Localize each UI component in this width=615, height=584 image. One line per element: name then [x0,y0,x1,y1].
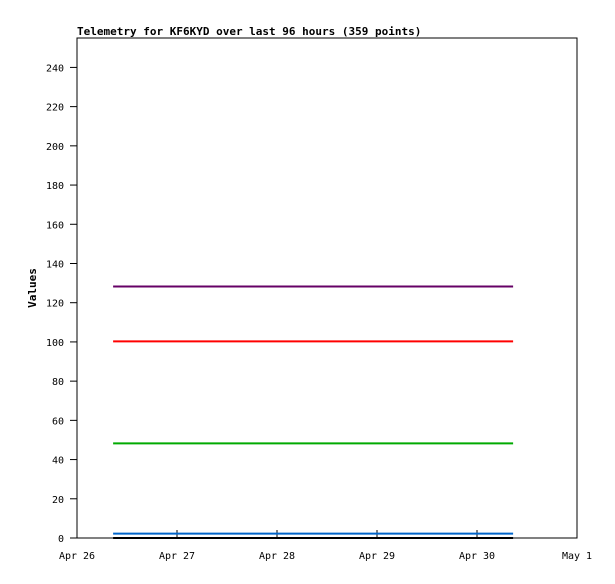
y-tick-label: 0 [58,534,64,545]
y-tick-label: 80 [52,377,64,388]
y-tick-label: 220 [46,103,64,114]
x-tick-label: Apr 27 [159,551,195,562]
chart-title: Telemetry for KF6KYD over last 96 hours … [77,25,421,38]
y-tick-label: 120 [46,299,64,310]
x-tick-label: Apr 28 [259,551,295,562]
y-tick-label: 20 [52,495,64,506]
x-tick-label: Apr 30 [459,551,495,562]
y-tick-label: 180 [46,181,64,192]
plot-frame [76,37,578,539]
y-tick-label: 160 [46,220,64,231]
y-tick-label: 40 [52,456,64,467]
y-tick-label: 140 [46,259,64,270]
x-tick-label: Apr 29 [359,551,395,562]
x-tick-label: May 1 [562,551,592,562]
y-axis-label: Values [26,268,39,308]
y-tick-label: 60 [52,416,64,427]
y-tick-label: 200 [46,142,64,153]
y-tick-label: 240 [46,63,64,74]
x-tick-label: Apr 26 [59,551,95,562]
y-tick-label: 100 [46,338,64,349]
